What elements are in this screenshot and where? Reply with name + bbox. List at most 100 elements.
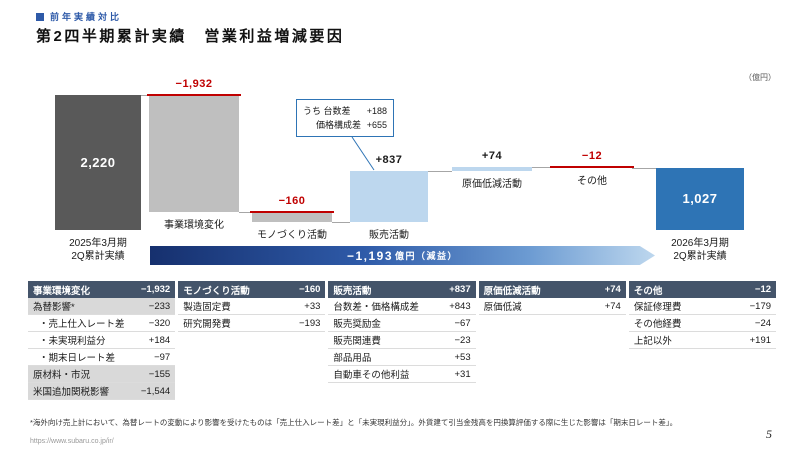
column-header-total: +837 [449,284,471,295]
callout-label: 価格構成差 [316,120,362,130]
waterfall-bar-販売活動 [350,171,428,223]
table-row: 研究開発費 −193 [178,315,326,332]
step-category-label: 事業環境変化 [164,220,224,232]
footer-url: https://www.subaru.co.jp/ir/ [30,438,114,445]
row-value: −67 [454,317,471,329]
factor-column-header: 販売活動 +837 [328,281,476,298]
table-row: 保証修理費 −179 [628,298,777,315]
table-row: 自動車その他利益 +31 [328,366,476,383]
step-category-label: モノづくり活動 [257,230,327,242]
step-category-label: その他 [577,175,607,187]
column-header-label: モノづくり活動 [183,285,250,297]
unit-note: （億円） [744,73,776,82]
table-row: 原材料・市況 −155 [28,366,176,383]
column-header-label: 原価低減活動 [483,285,541,297]
factor-column-3: 原価低減活動 +74 原価低減 +74 [478,281,626,400]
row-label: 原材料・市況 [33,370,91,381]
step-value-label: −12 [581,149,603,162]
table-row: 上記以外 +191 [628,332,777,349]
row-label: 自動車その他利益 [333,370,410,381]
table-row: 台数差・価格構成差 +843 [328,298,476,315]
column-header-total: −1,932 [140,284,171,295]
factor-table: 事業環境変化 −1,932 為替影響* −233 ・売上仕入レート差 −320 ・未実現利益… [28,281,777,400]
row-value: +843 [449,300,471,312]
row-value: +184 [148,334,171,346]
column-header-label: 事業環境変化 [33,285,91,297]
callout-row: 価格構成差 +655 [303,118,387,132]
row-value: −24 [754,317,772,329]
callout-row: うち 台数差 +188 [303,104,387,118]
connector-line [632,167,656,169]
breakdown-callout: うち 台数差 +188 価格構成差 +655 [296,99,394,137]
table-row: 販売関連費 −23 [328,332,476,349]
axis-label-line: 2025年3月期 [69,238,127,249]
bullet-square-icon [36,12,44,21]
callout-value: +655 [366,120,387,130]
factor-column-header: 原価低減活動 +74 [478,281,626,298]
callout-value: +188 [366,105,387,116]
row-label: 研究開発費 [183,319,231,330]
column-header-total: +74 [604,284,621,295]
connector-line [532,166,552,168]
factor-column-2: 販売活動 +837 台数差・価格構成差 +843 販売奨励金 −67 販売関連費 −23 部品用… [328,281,476,400]
row-label: 米国追加関税影響 [33,387,110,398]
column-header-total: −12 [754,284,772,295]
row-label: ・売上仕入レート差 [39,319,125,330]
column-header-label: 販売活動 [333,285,372,297]
total-change-arrow: −1,193 億円（減益） [150,246,655,265]
row-value: −155 [148,368,171,380]
row-label: 保証修理費 [633,302,682,313]
page-title: 第2四半期累計実績 営業利益増減要因 [36,28,345,45]
table-row: ・売上仕入レート差 −320 [28,315,176,332]
row-label: その他経費 [633,319,682,330]
factor-column-4: その他 −12 保証修理費 −179 その他経費 −24 上記以外 +191 [628,281,777,400]
waterfall-chart: 2,220 −1,932 事業環境変化 −160 モノづくり活動 +837 販売活動 +74 原… [55,78,744,242]
row-label: ・未実現利益分 [39,336,106,347]
waterfall-bar-原価低減活動 [452,166,532,172]
connector-line [332,222,350,224]
step-category-label: 販売活動 [369,230,409,242]
connector-line [239,212,252,214]
row-value: +33 [304,300,321,312]
factor-column-1: モノづくり活動 −160 製造固定費 +33 研究開発費 −193 [178,281,326,400]
table-row: 販売奨励金 −67 [328,315,476,332]
column-header-total: −160 [299,284,321,295]
axis-label-end: 2026年3月期 2Q累計実績 [640,237,760,263]
step-value-label: +74 [481,149,503,162]
negative-step-line [550,165,634,168]
factor-column-0: 事業環境変化 −1,932 為替影響* −233 ・売上仕入レート差 −320 ・未実現利益… [28,281,176,400]
row-label: ・期末日レート差 [39,353,116,364]
table-row: ・期末日レート差 −97 [28,349,176,366]
row-label: 製造固定費 [183,302,231,313]
callout-leader-line [351,137,375,171]
factor-column-header: モノづくり活動 −160 [178,281,326,298]
waterfall-end-bar: 1,027 [656,167,744,230]
total-change-suffix: 億円（減益） [395,251,459,261]
row-label: 台数差・価格構成差 [333,302,419,313]
row-value: +74 [604,300,621,312]
factor-column-header: その他 −12 [628,281,777,298]
table-row: その他経費 −24 [628,315,777,332]
axis-label-line: 2Q累計実績 [673,251,727,262]
page-number: 5 [766,427,772,441]
row-value: −233 [148,300,171,312]
row-value: −23 [454,334,471,346]
column-header-label: その他 [633,285,663,297]
eyebrow-label: 前年実績対比 [50,12,123,22]
connector-line [428,171,452,173]
row-label: 上記以外 [633,336,672,347]
table-row: 米国追加関税影響 −1,544 [28,383,176,400]
row-label: 部品用品 [333,353,372,364]
negative-step-line [250,211,334,214]
eyebrow: 前年実績対比 [36,10,122,23]
axis-label-line: 2026年3月期 [671,238,729,249]
total-change-amount: −1,193 [346,248,394,263]
row-value: −179 [749,300,772,312]
row-value: −1,544 [140,385,171,397]
connector-line [141,95,149,96]
step-value-label: +837 [375,154,403,167]
negative-step-line [147,94,241,96]
step-category-label: 原価低減活動 [462,179,522,191]
table-row: 部品用品 +53 [328,349,476,366]
